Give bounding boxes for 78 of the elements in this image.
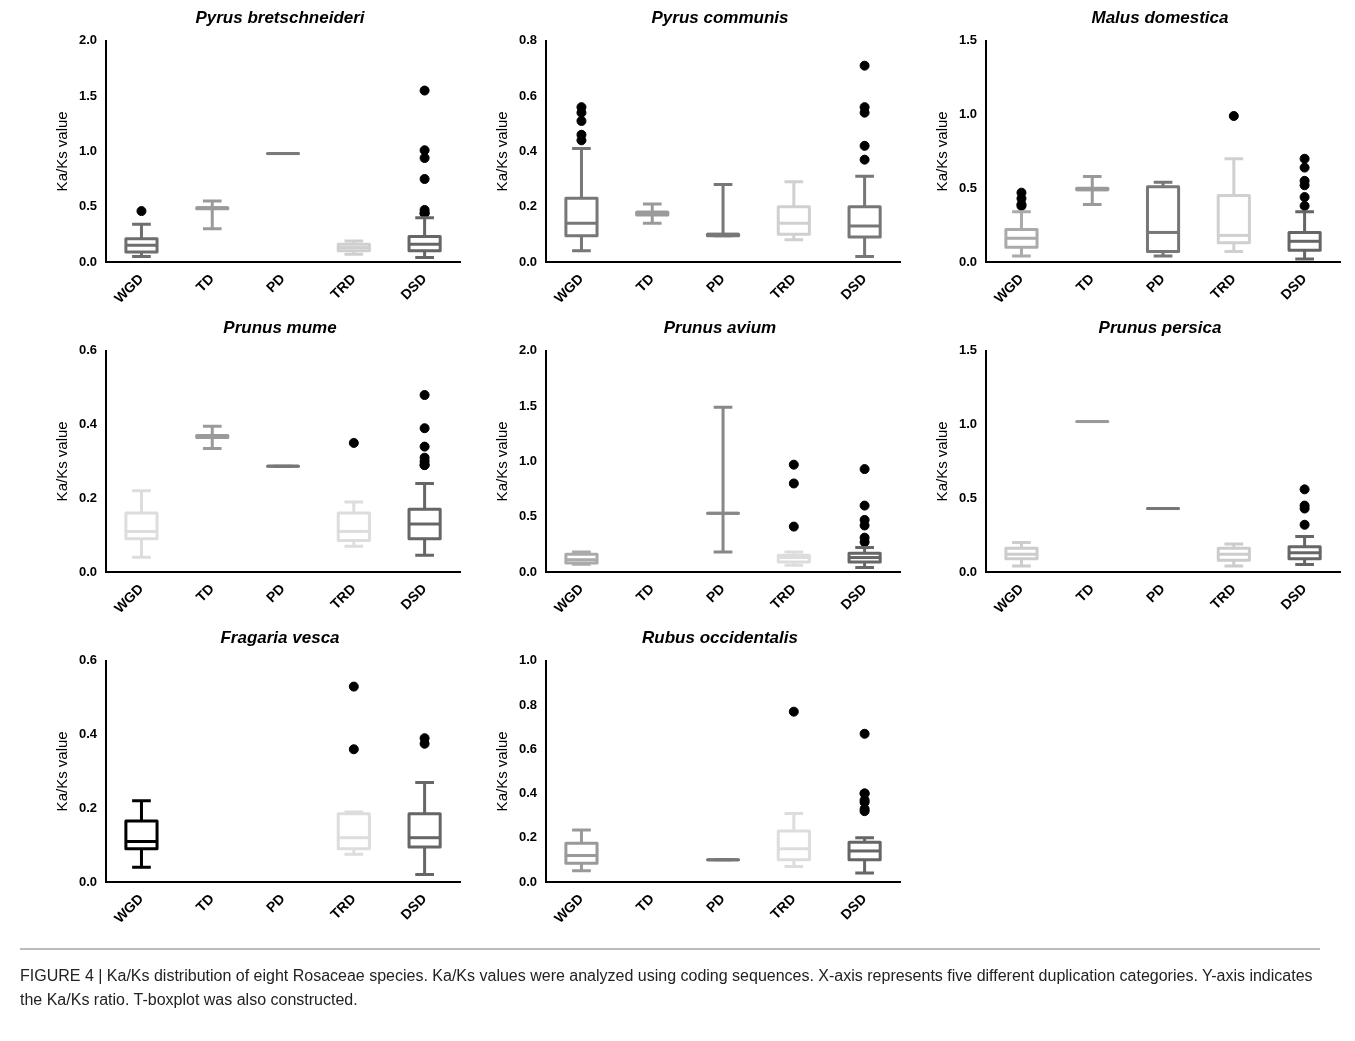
x-tick-label: PD (262, 580, 288, 606)
y-tick-label: 0.0 (518, 873, 538, 889)
y-tick-label: 0.0 (78, 873, 98, 889)
y-tick-label: 0.5 (958, 179, 978, 195)
y-tick-label: 0.0 (958, 253, 978, 269)
y-tick-label: 0.0 (78, 563, 98, 579)
x-tick-label: TRD (767, 270, 799, 303)
x-tick-label: PD (1142, 580, 1168, 606)
y-tick-label: 1.0 (958, 416, 978, 432)
y-tick-label: 2.0 (518, 342, 538, 358)
y-tick-label: 0.5 (518, 508, 538, 524)
y-axis-title: Ka/Ks value (53, 111, 71, 192)
y-tick-label: 0.6 (78, 652, 98, 668)
y-axis-title: Ka/Ks value (493, 421, 511, 502)
x-tick-label: TD (192, 580, 218, 605)
y-axis-title: Ka/Ks value (933, 111, 951, 192)
y-tick-label: 0.2 (78, 489, 98, 505)
y-tick-label: 0.4 (518, 142, 538, 158)
x-tick-label: TRD (767, 890, 799, 923)
x-tick-label: PD (702, 270, 728, 296)
x-tick-label: PD (262, 890, 288, 916)
y-axis-title: Ka/Ks value (53, 421, 71, 502)
y-tick-label: 0.4 (518, 785, 538, 801)
chart-title: Prunus persica (1097, 318, 1223, 339)
y-tick-label: 0.4 (78, 416, 98, 432)
x-tick-label: PD (702, 890, 728, 916)
chart-title: Pyrus communis (650, 8, 790, 29)
y-tick-label: 1.0 (958, 106, 978, 122)
x-tick-label: PD (1142, 270, 1168, 296)
x-tick-label: TD (632, 890, 658, 915)
y-tick-label: 1.0 (518, 652, 538, 668)
y-tick-label: 0.2 (518, 829, 538, 845)
x-tick-label: TRD (1207, 580, 1239, 613)
y-tick-label: 0.0 (78, 253, 98, 269)
x-tick-label: TD (632, 580, 658, 605)
y-tick-label: 1.5 (518, 397, 538, 413)
chart-title: Pyrus bretschneideri (194, 8, 366, 29)
y-tick-label: 0.6 (518, 740, 538, 756)
x-tick-label: TRD (767, 580, 799, 613)
y-tick-label: 0.5 (78, 198, 98, 214)
y-tick-label: 0.0 (958, 563, 978, 579)
y-tick-label: 1.0 (518, 452, 538, 468)
y-tick-label: 0.2 (78, 799, 98, 815)
y-tick-label: 0.2 (518, 198, 538, 214)
y-tick-label: 1.0 (78, 142, 98, 158)
chart-title: Prunus avium (662, 318, 778, 339)
x-tick-label: TD (192, 270, 218, 295)
x-tick-label: PD (262, 270, 288, 296)
x-tick-label: TD (192, 890, 218, 915)
y-tick-label: 1.5 (78, 87, 98, 103)
y-axis-title: Ka/Ks value (493, 111, 511, 192)
x-tick-label: PD (702, 580, 728, 606)
caption: FIGURE 4 | Ka/Ks distribution of eight Rosaceae species. Ka/Ks values were analyzed using coding sequences. X-axis represents five different duplication categories. Y-axis indicates the Ka/Ks ratio. T-boxplot was also constructed. (20, 966, 1314, 1010)
x-tick-label: TD (1072, 580, 1098, 605)
y-tick-label: 0.8 (518, 32, 538, 48)
y-tick-label: 0.4 (78, 726, 98, 742)
y-tick-label: 1.5 (958, 342, 978, 358)
chart-title: Malus domestica (1090, 8, 1230, 29)
y-axis-title: Ka/Ks value (493, 731, 511, 812)
x-tick-label: TRD (327, 580, 359, 613)
chart-title: Fragaria vesca (219, 628, 341, 649)
y-tick-label: 0.0 (518, 563, 538, 579)
x-tick-label: TRD (327, 270, 359, 303)
x-tick-label: TD (632, 270, 658, 295)
y-tick-label: 2.0 (78, 32, 98, 48)
y-tick-label: 1.5 (958, 32, 978, 48)
x-tick-label: TRD (1207, 270, 1239, 303)
chart-title: Rubus occidentalis (641, 628, 799, 649)
x-tick-label: TD (1072, 270, 1098, 295)
y-axis-title: Ka/Ks value (53, 731, 71, 812)
y-axis-title: Ka/Ks value (933, 421, 951, 502)
y-tick-label: 0.6 (518, 87, 538, 103)
chart-title: Prunus mume (222, 318, 338, 339)
y-tick-label: 0.5 (958, 489, 978, 505)
y-tick-label: 0.0 (518, 253, 538, 269)
y-tick-label: 0.6 (78, 342, 98, 358)
x-tick-label: TRD (327, 890, 359, 923)
y-tick-label: 0.8 (518, 696, 538, 712)
